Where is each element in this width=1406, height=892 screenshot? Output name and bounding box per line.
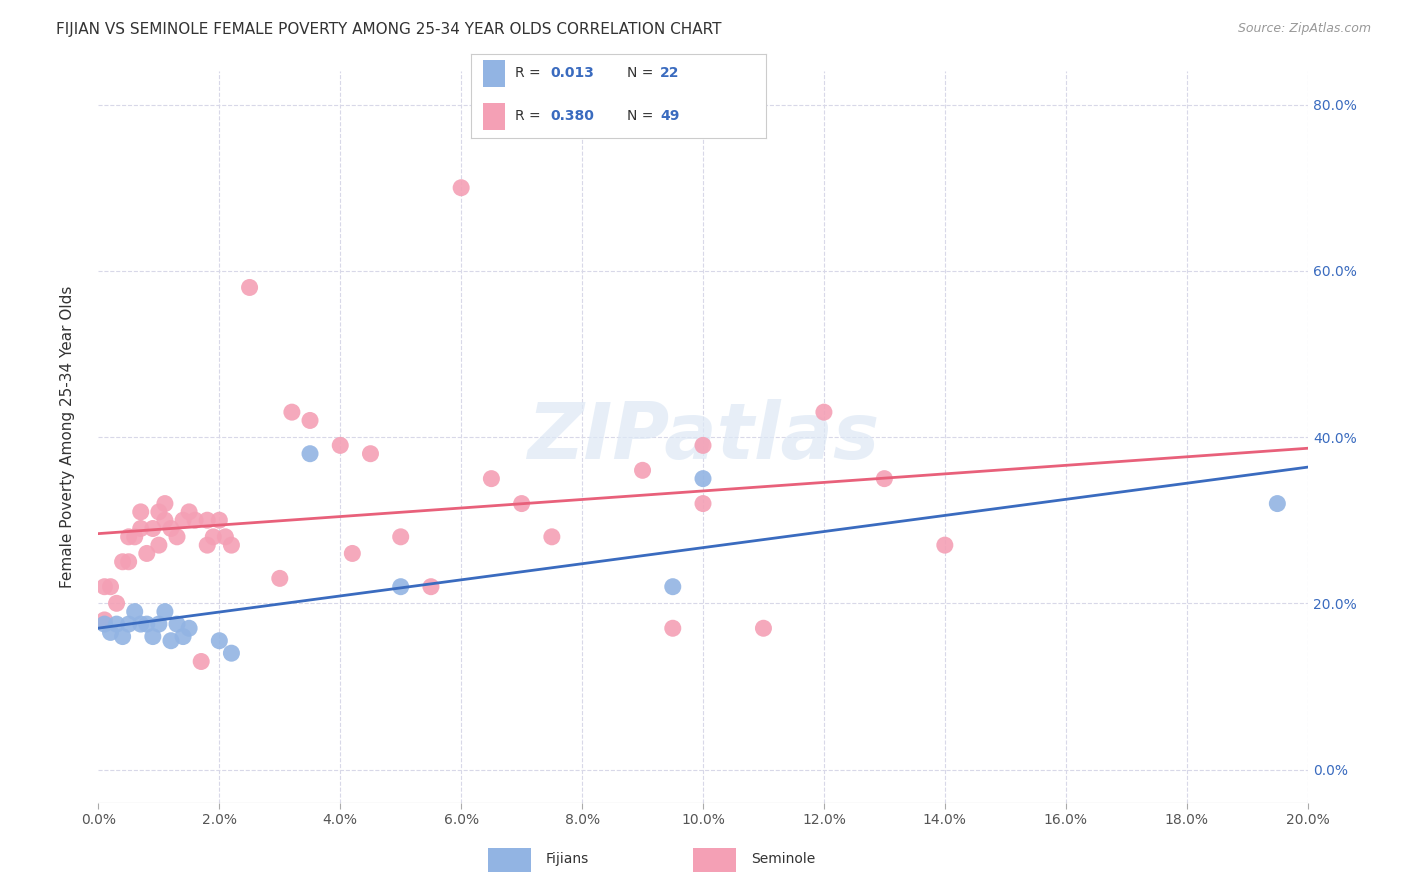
Bar [482,61,505,87]
Point [160,521,183,535]
Point [662,621,685,635]
Point [813,405,835,419]
Point [172,513,194,527]
Point [135,617,157,632]
Point [221,538,243,552]
Text: R =: R = [516,66,546,80]
Point [111,630,134,644]
Text: 49: 49 [659,109,679,123]
Point [100,580,122,594]
Point [153,497,176,511]
Point [208,633,231,648]
Point [111,555,134,569]
Point [124,530,146,544]
Point [160,633,183,648]
Point [118,617,141,632]
Point [166,617,188,632]
Point [662,580,685,594]
Text: N =: N = [627,109,658,123]
Point [450,180,472,194]
Text: 0.380: 0.380 [551,109,595,123]
Point [148,617,170,632]
Point [148,505,170,519]
Point [153,513,176,527]
Point [540,530,562,544]
Point [166,530,188,544]
Point [329,438,352,452]
Text: Seminole: Seminole [751,852,815,865]
Point [481,472,503,486]
Bar [488,847,531,872]
Point [631,463,654,477]
Bar [482,103,505,130]
Point [299,413,322,427]
Point [135,546,157,560]
Point [752,621,775,635]
Point [510,497,533,511]
Point [118,530,141,544]
Point [208,513,231,527]
Text: 0.013: 0.013 [551,66,595,80]
Text: N =: N = [627,66,658,80]
Point [299,447,322,461]
Point [195,513,218,527]
Point [148,538,170,552]
Text: Fijians: Fijians [546,852,589,865]
Point [692,472,714,486]
Point [195,538,218,552]
Y-axis label: Female Poverty Among 25-34 Year Olds: Female Poverty Among 25-34 Year Olds [60,286,75,588]
Point [153,605,176,619]
Point [142,630,165,644]
Text: R =: R = [516,109,546,123]
Point [184,513,207,527]
Text: ZIPatlas: ZIPatlas [527,399,879,475]
Text: FIJIAN VS SEMINOLE FEMALE POVERTY AMONG 25-34 YEAR OLDS CORRELATION CHART: FIJIAN VS SEMINOLE FEMALE POVERTY AMONG … [56,22,721,37]
Point [269,571,291,585]
Point [129,617,152,632]
Point [873,472,896,486]
Point [124,605,146,619]
Point [692,438,714,452]
Point [105,596,128,610]
Point [221,646,243,660]
Point [934,538,956,552]
Point [389,580,412,594]
Point [214,530,236,544]
Text: 22: 22 [659,66,679,80]
Point [93,580,115,594]
Point [239,280,262,294]
Point [1267,497,1289,511]
Point [172,630,194,644]
Point [202,530,225,544]
Point [129,505,152,519]
Point [342,546,364,560]
Point [281,405,304,419]
Point [118,555,141,569]
Point [692,497,714,511]
Point [179,621,201,635]
Text: Source: ZipAtlas.com: Source: ZipAtlas.com [1237,22,1371,36]
Bar [693,847,737,872]
Point [93,613,115,627]
Point [420,580,443,594]
Point [360,447,382,461]
Point [190,655,212,669]
Point [93,617,115,632]
Point [179,505,201,519]
Point [389,530,412,544]
Point [129,521,152,535]
Point [100,625,122,640]
Point [142,521,165,535]
Point [105,617,128,632]
